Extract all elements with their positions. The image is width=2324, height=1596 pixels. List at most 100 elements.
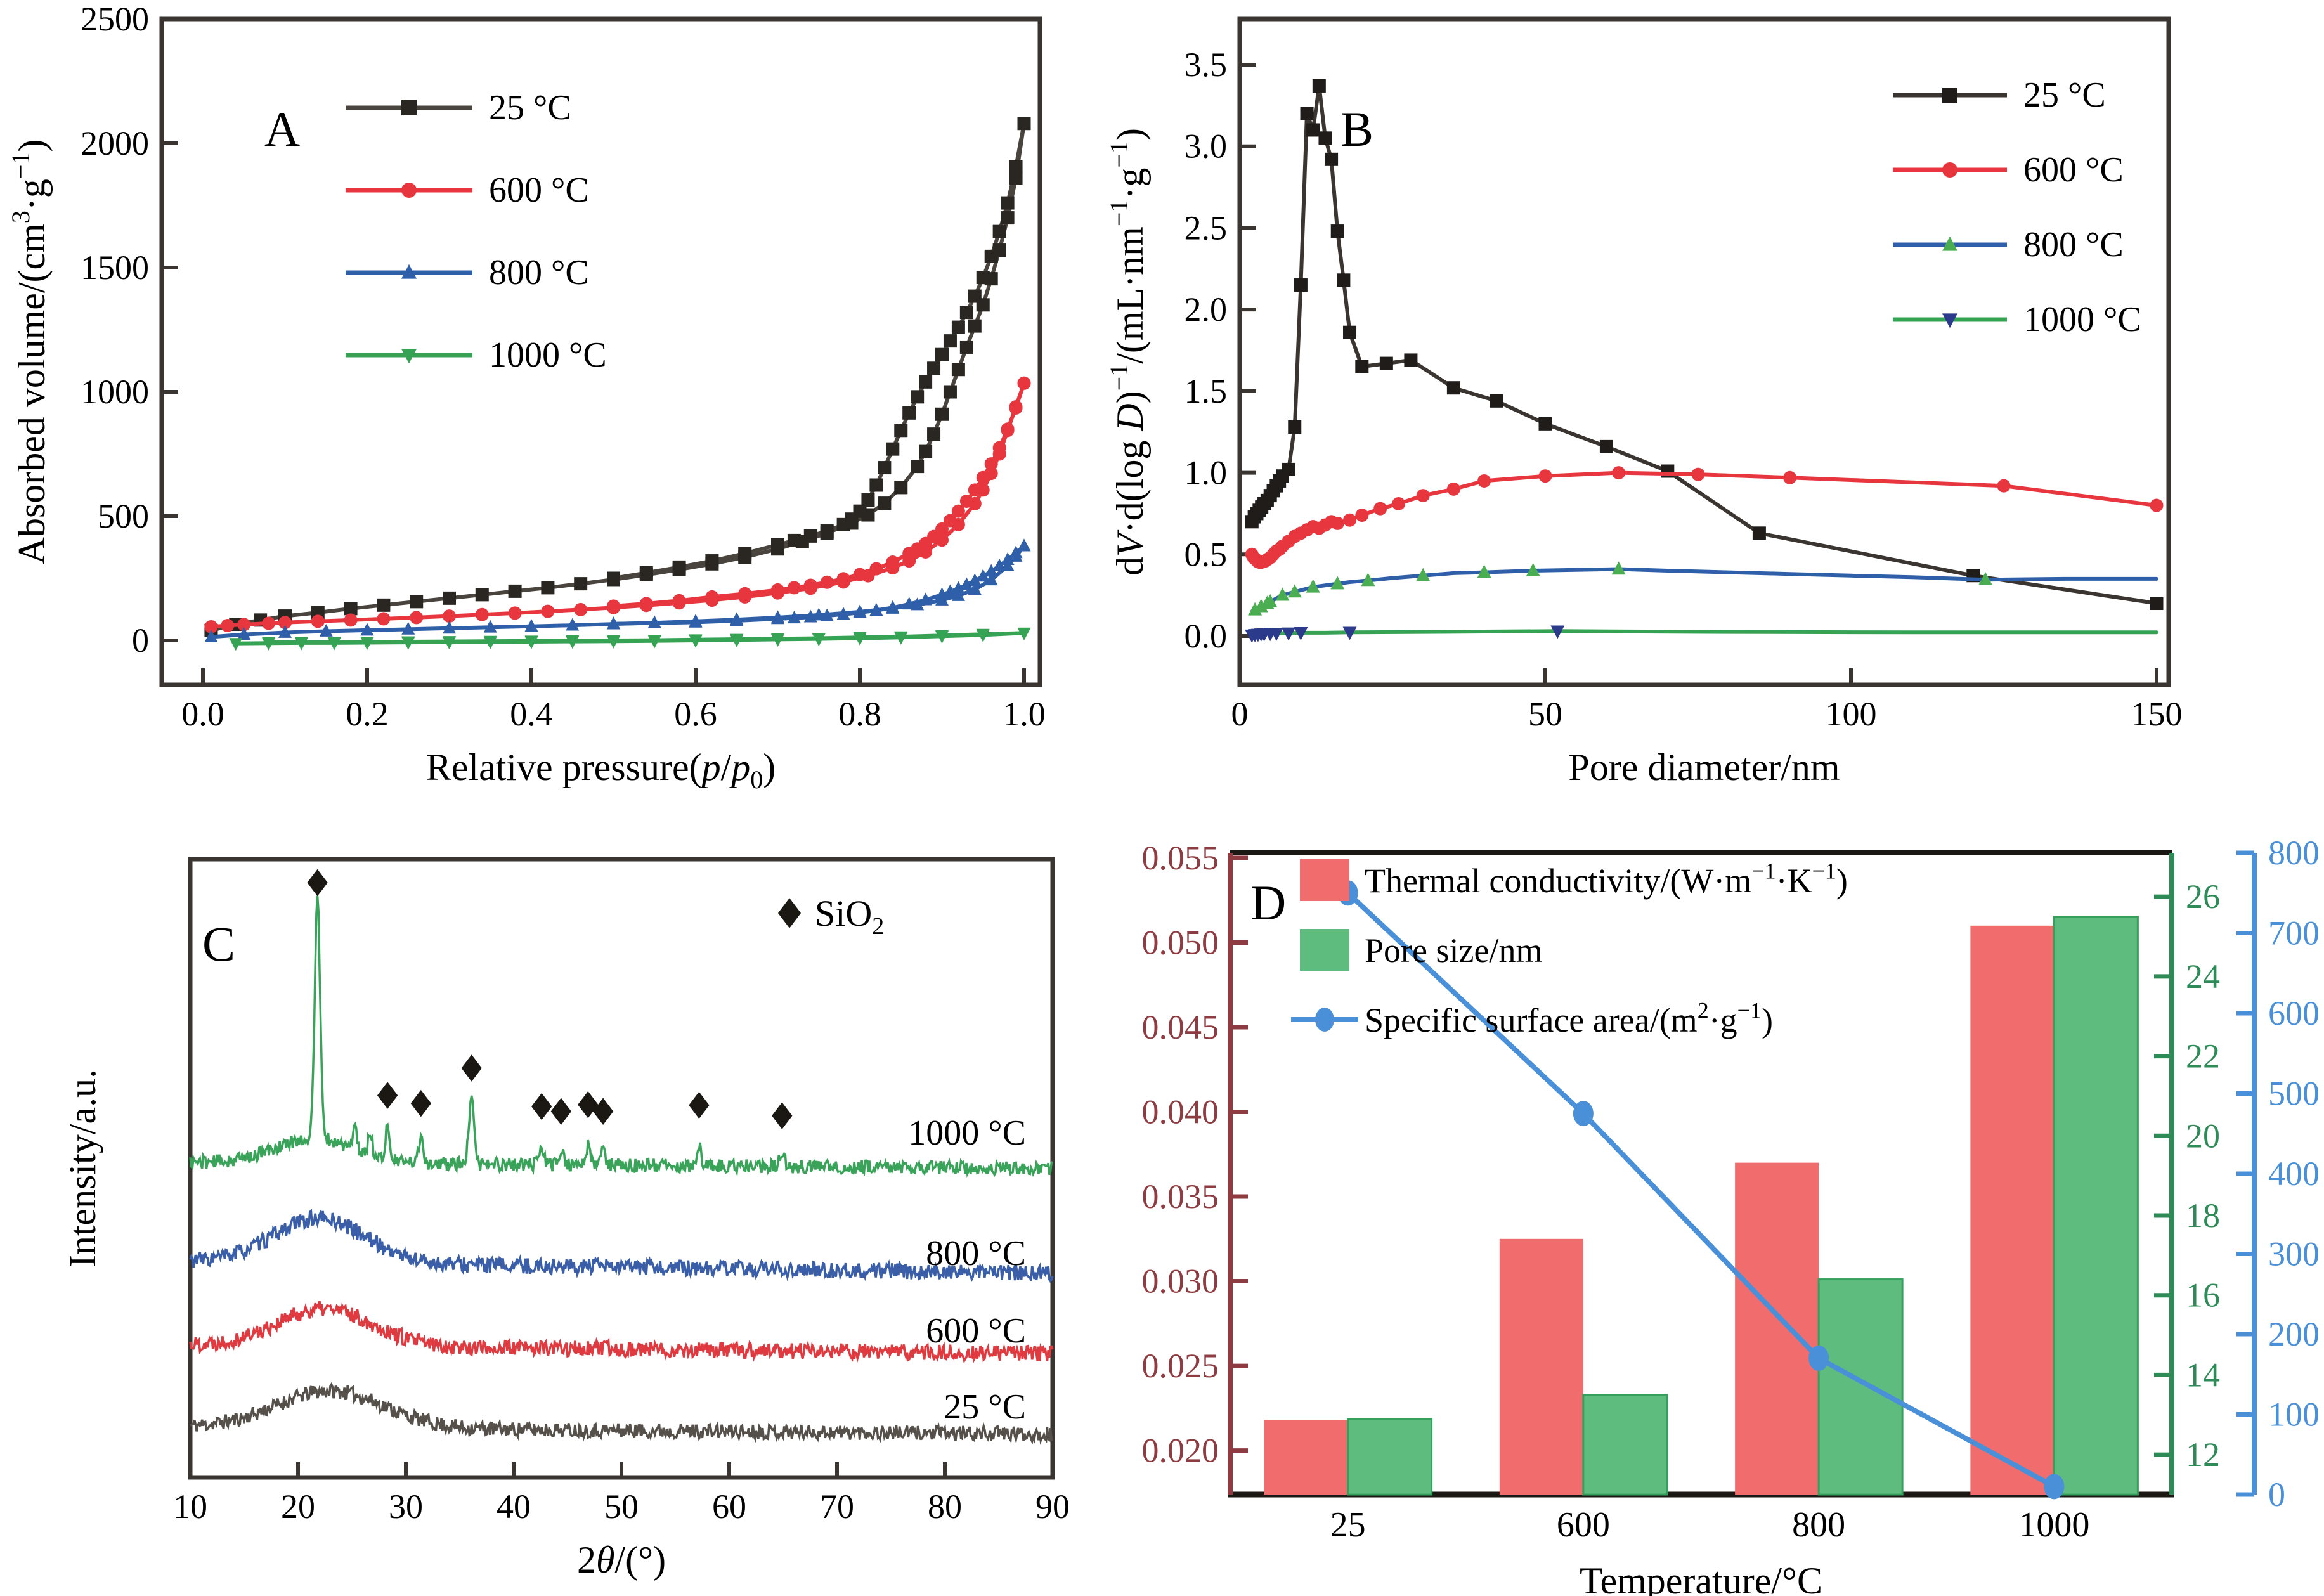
x-tick-label: 0.4	[510, 695, 553, 733]
marker-square	[1300, 107, 1314, 120]
marker-square	[672, 560, 686, 574]
x-tick-label: 90	[1035, 1488, 1070, 1526]
y-tick-label: 2000	[81, 124, 149, 162]
marker-square	[911, 460, 925, 474]
marker-triangle-up	[607, 616, 620, 630]
marker-circle	[1538, 469, 1552, 483]
green-tick-label: 22	[2186, 1037, 2220, 1075]
marker-square	[959, 306, 973, 320]
series-800 °C	[1250, 567, 2158, 614]
marker-square	[1661, 464, 1675, 478]
marker-triangle-up	[566, 618, 580, 631]
series-25 °C	[209, 121, 1026, 633]
marker-triangle-up	[959, 577, 973, 590]
marker-triangle-down	[566, 635, 580, 648]
marker-triangle-up	[1477, 564, 1491, 578]
marker-triangle-up	[647, 616, 661, 628]
marker-triangle-down	[771, 633, 784, 646]
marker-triangle-down	[262, 637, 276, 650]
marker-triangle-up	[204, 629, 218, 642]
x-tick-label: 0.2	[346, 695, 389, 733]
legend-label: 25 °C	[2023, 75, 2106, 115]
y-tick-label: 1.5	[1185, 372, 1228, 410]
marker-triangle-up	[836, 607, 850, 620]
marker-circle	[869, 562, 883, 576]
left-tick-label: 0.020	[1142, 1432, 1219, 1470]
panel-letter: D	[1250, 875, 1286, 930]
marker-square	[968, 319, 982, 333]
marker-square	[377, 598, 391, 612]
legend-marker	[1942, 162, 1957, 178]
marker-circle	[1009, 401, 1023, 415]
marker-square	[927, 361, 941, 375]
marker-square	[1446, 381, 1460, 395]
marker-square	[787, 533, 801, 547]
marker-square	[894, 481, 908, 495]
left-tick-label: 0.035	[1142, 1178, 1219, 1216]
marker-square	[1288, 420, 1302, 434]
marker-triangle-up	[1978, 572, 1993, 585]
x-tick-label: 1.0	[1003, 695, 1046, 733]
marker-circle	[1392, 496, 1406, 510]
xrd-trace-1000 °C	[189, 895, 1054, 1178]
marker-triangle-up	[820, 608, 834, 621]
marker-square	[574, 577, 588, 591]
marker-square	[1379, 356, 1393, 370]
marker-circle	[475, 607, 489, 621]
marker-triangle-up	[1611, 561, 1626, 575]
bar-thermal-25	[1264, 1420, 1348, 1495]
x-tick-label: 50	[604, 1488, 639, 1526]
panel-letter: A	[264, 101, 300, 157]
marker-triangle-down	[976, 628, 990, 642]
marker-square	[410, 595, 424, 609]
x-tick-label: 0.6	[674, 695, 717, 733]
marker-square	[1355, 360, 1369, 373]
marker-circle	[1017, 376, 1031, 390]
green-tick-label: 14	[2186, 1356, 2220, 1394]
marker-triangle-up	[787, 611, 801, 624]
marker-triangle-down	[1550, 625, 1565, 639]
marker-circle	[672, 594, 686, 607]
marker-triangle-down	[853, 632, 867, 645]
blue-tick-label: 500	[2268, 1075, 2320, 1113]
marker-circle	[1343, 513, 1357, 527]
panel-b-pore-distribution-chart: 0 50 100 150 0.0 0.5 1.0 1.5 2.0 2.5 3.0 3.5 Pore di…	[1105, 16, 2183, 788]
marker-triangle-up	[853, 605, 867, 618]
marker-triangle-up	[869, 603, 883, 616]
marker-circle	[902, 547, 916, 561]
legend-label: 25 °C	[489, 88, 571, 127]
green-tick-label: 20	[2186, 1117, 2220, 1155]
series-25 °C	[1250, 84, 2158, 606]
x-tick-label: 150	[2131, 695, 2183, 733]
legend-label: 1000 °C	[2023, 300, 2141, 339]
marker-circle	[943, 514, 957, 528]
x-tick-label: 20	[281, 1488, 315, 1526]
marker-circle	[344, 613, 358, 627]
marker-circle	[1446, 482, 1460, 496]
marker-triangle-down	[443, 636, 456, 649]
category-label: 600	[1557, 1505, 1610, 1545]
marker-triangle-down	[401, 636, 415, 649]
trace-label: 25 °C	[944, 1387, 1026, 1427]
marker-circle	[1330, 516, 1344, 530]
sio2-peak-diamond	[531, 1093, 552, 1120]
legend-label: 1000 °C	[489, 335, 607, 375]
panel-letter: B	[1341, 101, 1373, 157]
sio2-legend-diamond	[777, 898, 802, 928]
left-tick-label: 0.030	[1142, 1262, 1219, 1301]
y-axis-label: Intensity/a.u.	[62, 1069, 103, 1268]
marker-triangle-up	[1009, 545, 1023, 559]
legend-marker	[1942, 236, 1957, 251]
marker-square	[968, 289, 982, 303]
marker-circle	[853, 568, 867, 581]
xrd-trace-25 °C	[190, 1382, 1053, 1445]
marker-circle	[639, 597, 653, 611]
panel-c-xrd-chart: 10 20 30 40 50 60 70 80 90 2θ/(°) Intensity/a.u. C S…	[62, 857, 1070, 1581]
y-tick-label: 1500	[81, 249, 149, 287]
marker-square	[951, 320, 965, 334]
marker-circle	[443, 609, 456, 623]
marker-square	[2150, 597, 2164, 611]
legend-label: 600 °C	[489, 171, 589, 210]
legend-label: 800 °C	[489, 253, 589, 292]
marker-circle	[1783, 470, 1797, 484]
